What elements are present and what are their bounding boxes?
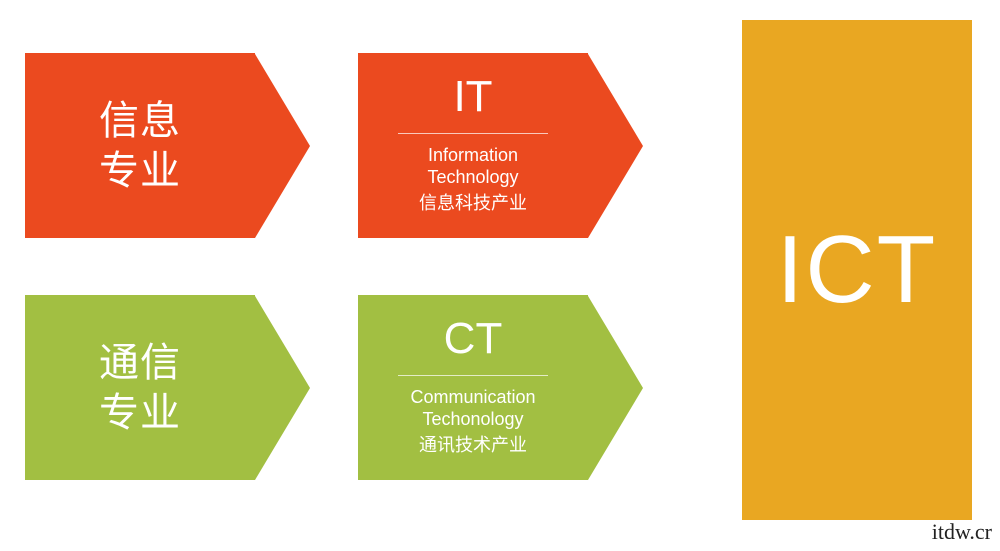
acronym-label: IT [453, 75, 492, 119]
arrow-head [255, 54, 310, 238]
subtitle-en: Communication [410, 386, 535, 409]
arrow-head [588, 296, 643, 480]
subtitle-cn: 信息科技产业 [419, 191, 527, 216]
arrow-it: IT Information Technology 信息科技产业 [358, 53, 643, 238]
label-line: 信息 [99, 96, 181, 146]
arrow-head [588, 54, 643, 238]
watermark-text: itdw.cr [932, 519, 992, 545]
arrow-body: 信息 专业 [25, 53, 255, 238]
subtitle-en: Technology [427, 166, 518, 189]
arrow-comm-major: 通信 专业 [25, 295, 310, 480]
arrow-head [255, 296, 310, 480]
arrow-info-major: 信息 专业 [25, 53, 310, 238]
ict-label: ICT [777, 215, 938, 325]
arrow-body: CT Communication Techonology 通讯技术产业 [358, 295, 588, 480]
subtitle-en: Information [428, 144, 518, 167]
arrow-body: 通信 专业 [25, 295, 255, 480]
divider-line [398, 133, 548, 134]
divider-line [398, 375, 548, 376]
label-line: 专业 [99, 146, 181, 196]
arrow-body: IT Information Technology 信息科技产业 [358, 53, 588, 238]
subtitle-en: Techonology [422, 408, 523, 431]
subtitle-cn: 通讯技术产业 [419, 433, 527, 458]
arrow-ct: CT Communication Techonology 通讯技术产业 [358, 295, 643, 480]
acronym-label: CT [444, 317, 503, 361]
label-line: 专业 [99, 388, 181, 438]
label-line: 通信 [99, 338, 181, 388]
ict-panel: ICT [742, 20, 972, 520]
